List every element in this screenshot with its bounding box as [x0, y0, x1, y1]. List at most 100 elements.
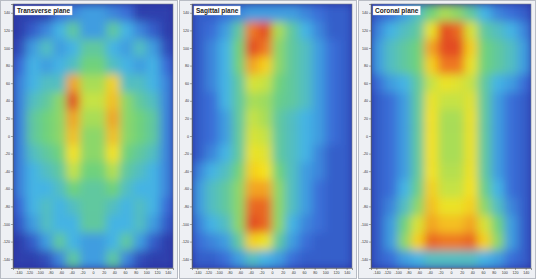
heat-cell	[120, 74, 134, 92]
heat-cell	[424, 250, 438, 268]
heat-cell	[312, 4, 326, 22]
heat-cell	[325, 250, 339, 268]
heat-cell	[491, 4, 505, 22]
x-tick-label: -40	[70, 271, 75, 275]
heat-cell	[66, 250, 80, 268]
heat-cell	[146, 57, 160, 75]
heat-cell	[272, 250, 286, 268]
y-tick-mark	[11, 189, 13, 190]
heat-cell	[325, 215, 339, 233]
heat-cell	[106, 22, 120, 40]
y-tick-mark	[369, 154, 371, 155]
heat-cell	[504, 74, 518, 92]
heat-cell	[259, 110, 273, 128]
heat-cell	[451, 162, 465, 180]
heat-cell	[518, 233, 531, 251]
y-tick-label: 20	[185, 117, 189, 121]
heat-cell	[66, 74, 80, 92]
heat-cell	[398, 250, 412, 268]
y-tick: -60	[5, 187, 13, 191]
x-tick: -140	[373, 268, 380, 275]
heat-cell	[438, 39, 452, 57]
x-tick-label: -100	[395, 271, 402, 275]
heat-cell	[398, 180, 412, 198]
heat-cell	[398, 215, 412, 233]
heat-cell	[272, 162, 286, 180]
x-tick-label: 40	[113, 271, 117, 275]
y-tick-mark	[190, 189, 192, 190]
heat-cell	[451, 145, 465, 163]
y-tick-mark	[190, 66, 192, 67]
heat-cell	[259, 180, 273, 198]
heat-cell	[40, 162, 54, 180]
heat-cell	[26, 110, 40, 128]
y-tick: 60	[364, 82, 371, 86]
heat-cell	[219, 110, 233, 128]
heat-cell	[13, 250, 27, 268]
heat-cell	[424, 74, 438, 92]
y-tick-mark	[11, 206, 13, 207]
x-tick-label: -140	[15, 271, 22, 275]
x-tick: 120	[334, 268, 340, 275]
heat-cell	[133, 145, 147, 163]
heat-cell	[339, 198, 352, 216]
heat-cell	[285, 162, 299, 180]
heat-cell	[146, 250, 160, 268]
y-tick-label: 60	[6, 82, 10, 86]
heat-cell	[451, 22, 465, 40]
heat-cell	[66, 22, 80, 40]
heat-cell	[219, 57, 233, 75]
heat-cell	[518, 57, 531, 75]
heat-cell	[219, 180, 233, 198]
heat-cell	[312, 92, 326, 110]
heat-cell	[93, 39, 107, 57]
x-tick-label: 0	[93, 271, 95, 275]
heat-cell	[13, 22, 27, 40]
heat-cell	[53, 74, 67, 92]
y-tick: -80	[363, 205, 371, 209]
x-tick: 120	[155, 268, 161, 275]
x-tick-label: 140	[344, 271, 350, 275]
heat-cell	[371, 57, 385, 75]
heat-cell	[93, 22, 107, 40]
heat-cell	[80, 57, 94, 75]
heat-cell	[411, 162, 425, 180]
heat-cell	[146, 74, 160, 92]
y-tick-label: -140	[182, 258, 189, 262]
heat-cell	[146, 198, 160, 216]
x-tick-label: -40	[249, 271, 254, 275]
heat-cell	[80, 180, 94, 198]
x-tick: 40	[292, 268, 296, 275]
heat-cell	[66, 162, 80, 180]
heat-cell	[518, 198, 531, 216]
heat-cell	[325, 22, 339, 40]
heat-cell	[424, 215, 438, 233]
y-tick-mark	[190, 171, 192, 172]
heat-cell	[371, 198, 385, 216]
y-tick-mark	[11, 30, 13, 31]
heat-cell	[232, 57, 246, 75]
heat-cell	[411, 233, 425, 251]
x-tick-label: 120	[155, 271, 161, 275]
x-tick: -80	[48, 268, 53, 275]
x-tick: 0	[93, 268, 95, 275]
heat-cell	[325, 198, 339, 216]
heat-cell	[80, 162, 94, 180]
heat-cell	[312, 22, 326, 40]
x-tick: -140	[15, 268, 22, 275]
heat-cell	[299, 74, 313, 92]
y-tick: 60	[185, 82, 192, 86]
y-tick-label: -140	[3, 258, 10, 262]
x-tick: -80	[227, 268, 232, 275]
y-tick: -120	[182, 240, 192, 244]
y-tick: -20	[363, 152, 371, 156]
heat-cell	[371, 215, 385, 233]
heat-cell	[411, 180, 425, 198]
y-tick-label: -100	[3, 223, 10, 227]
plot-area: -140-120-100-80-60-40-200204060801001201…	[3, 4, 174, 275]
x-tick-label: 120	[513, 271, 519, 275]
heat-cell	[424, 22, 438, 40]
heat-cell	[451, 110, 465, 128]
y-tick-mark	[11, 118, 13, 119]
heat-cell	[205, 198, 219, 216]
